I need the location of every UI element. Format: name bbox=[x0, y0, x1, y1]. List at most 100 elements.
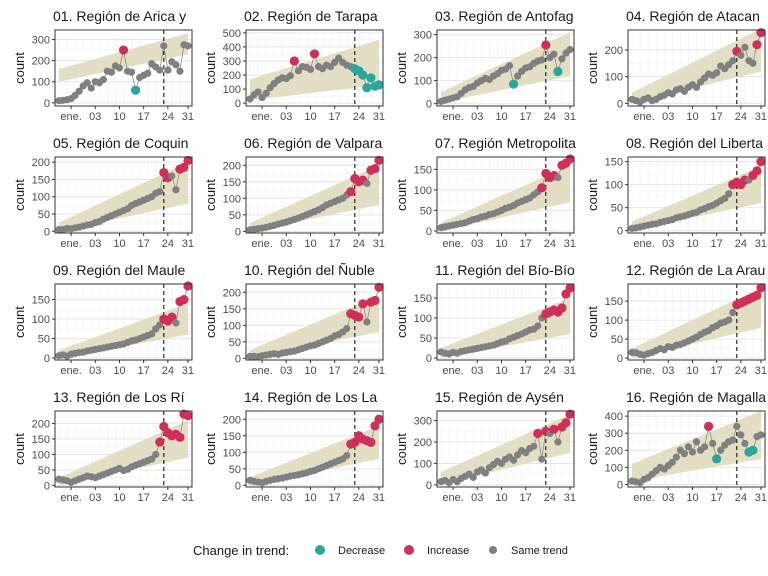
data-point-decrease bbox=[748, 445, 758, 455]
data-point-same bbox=[680, 450, 689, 458]
panel-border bbox=[627, 156, 766, 234]
data-point-same bbox=[725, 316, 733, 324]
data-point-increase bbox=[370, 295, 380, 306]
data-point-same bbox=[481, 469, 489, 477]
data-points bbox=[628, 421, 765, 487]
facet-panel: 13. Región de Los Rí 0 50 100 150 200 ene. 03 10… bbox=[12, 389, 194, 504]
x-tick-label: ene. bbox=[442, 492, 463, 504]
y-tick-label: 150 bbox=[32, 295, 50, 307]
legend-label-same: Same trend bbox=[511, 545, 568, 557]
prediction-band bbox=[250, 295, 379, 359]
facet-panel: 16. Región de Magalla 0 100 200 300 400 ene. 03… bbox=[585, 389, 767, 504]
x-tick-label: 10 bbox=[495, 365, 507, 377]
y-tick-label: 300 bbox=[414, 30, 432, 42]
x-tick-label: 03 bbox=[89, 492, 101, 504]
x-tick-label: 17 bbox=[329, 492, 341, 504]
prediction-band bbox=[59, 303, 188, 359]
x-tick-label: 31 bbox=[182, 492, 194, 504]
y-tick-label: 150 bbox=[605, 296, 623, 308]
data-point-same bbox=[83, 79, 91, 87]
data-point-same bbox=[688, 448, 697, 456]
data-points bbox=[628, 28, 766, 106]
y-tick-label: 150 bbox=[605, 157, 623, 169]
data-point-increase bbox=[183, 155, 193, 166]
y-tick-label: 300 bbox=[414, 416, 432, 428]
y-tick-label: 200 bbox=[32, 56, 50, 68]
y-axis-label: count bbox=[203, 179, 218, 211]
data-point-increase bbox=[565, 154, 575, 164]
x-tick-label: 10 bbox=[304, 111, 316, 123]
data-points bbox=[55, 41, 192, 105]
x-tick-label: 24 bbox=[544, 238, 556, 250]
facet-panel: 01. Región de Arica y 0 100 200 300 ene. 03 10 1… bbox=[12, 8, 194, 123]
data-point-increase bbox=[175, 432, 185, 442]
data-point-increase bbox=[752, 166, 762, 176]
legend-label-increase: Increase bbox=[427, 545, 469, 557]
data-point-same bbox=[127, 68, 136, 76]
x-tick-label: 31 bbox=[182, 365, 194, 377]
data-point-increase bbox=[370, 421, 380, 431]
x-tick-label: 17 bbox=[711, 492, 723, 504]
data-point-same bbox=[538, 56, 546, 64]
facet-panel: 14. Región de Los La 0 50 100 150 200 ene. 03 10… bbox=[203, 389, 385, 504]
x-tick-label: 17 bbox=[138, 238, 150, 250]
data-points bbox=[246, 414, 384, 487]
data-point-same bbox=[737, 51, 745, 59]
x-tick-label: 10 bbox=[113, 492, 125, 504]
data-point-same bbox=[343, 325, 351, 333]
data-points bbox=[55, 155, 193, 234]
panel-title: 10. Región del Ñuble bbox=[244, 262, 375, 278]
x-tick-label: 17 bbox=[520, 365, 532, 377]
x-tick-label: 03 bbox=[471, 365, 483, 377]
x-tick-label: 03 bbox=[662, 111, 674, 123]
legend-entries: Decrease Increase Same trend bbox=[315, 545, 568, 557]
data-point-same bbox=[692, 438, 701, 446]
x-tick-label: 24 bbox=[162, 492, 174, 504]
data-point-increase bbox=[752, 40, 762, 50]
y-tick-label: 100 bbox=[605, 315, 623, 327]
x-tick-label: 17 bbox=[329, 365, 341, 377]
data-point-same bbox=[152, 450, 160, 459]
y-tick-label: 100 bbox=[223, 84, 241, 96]
data-point-same bbox=[306, 65, 315, 74]
facet-panel: 11. Región del Bío-Bío 0 50 100 150 ene. 03 10 1… bbox=[394, 262, 576, 377]
y-axis-label: count bbox=[12, 306, 27, 338]
x-tick-label: 10 bbox=[686, 238, 698, 250]
panel-border bbox=[436, 156, 575, 234]
facet-panel: 08. Región del Liberta 0 50 100 150 ene. 03 10 1… bbox=[585, 135, 767, 250]
x-tick-label: 17 bbox=[138, 365, 150, 377]
data-point-same bbox=[741, 439, 749, 448]
y-axis-label: count bbox=[394, 179, 409, 211]
y-tick-label: 0 bbox=[44, 353, 50, 365]
y-tick-label: 300 bbox=[32, 35, 50, 47]
y-tick-label: 100 bbox=[414, 185, 432, 197]
y-tick-label: 0 bbox=[617, 226, 623, 238]
data-point-same bbox=[684, 443, 693, 451]
x-tick-label: ene. bbox=[60, 111, 81, 123]
x-tick-label: 24 bbox=[353, 111, 365, 123]
x-tick-label: 31 bbox=[755, 365, 767, 377]
y-tick-label: 0 bbox=[426, 226, 432, 238]
data-point-same bbox=[725, 190, 733, 198]
x-tick-label: 10 bbox=[686, 492, 698, 504]
data-point-increase bbox=[557, 303, 567, 313]
x-tick-label: 03 bbox=[662, 365, 674, 377]
x-tick-label: 31 bbox=[755, 238, 767, 250]
panel-border bbox=[54, 156, 193, 234]
y-tick-label: 100 bbox=[605, 462, 623, 474]
data-points bbox=[55, 281, 193, 360]
data-point-same bbox=[75, 87, 83, 95]
data-points bbox=[246, 282, 384, 361]
data-point-increase bbox=[183, 281, 193, 291]
y-tick-label: 0 bbox=[426, 480, 432, 492]
data-point-same bbox=[672, 453, 680, 461]
facet-panel: 05. Región de Coquin 0 50 100 150 200 ene. 03 10… bbox=[12, 135, 194, 250]
data-point-decrease bbox=[374, 80, 384, 90]
y-tick-label: 400 bbox=[605, 411, 623, 423]
prediction-band bbox=[632, 30, 761, 104]
x-tick-label: 31 bbox=[373, 492, 385, 504]
x-tick-label: 24 bbox=[544, 492, 556, 504]
panel-title: 04. Región de Atacan bbox=[626, 8, 760, 24]
data-point-same bbox=[172, 61, 180, 69]
y-tick-label: 0 bbox=[44, 226, 50, 238]
